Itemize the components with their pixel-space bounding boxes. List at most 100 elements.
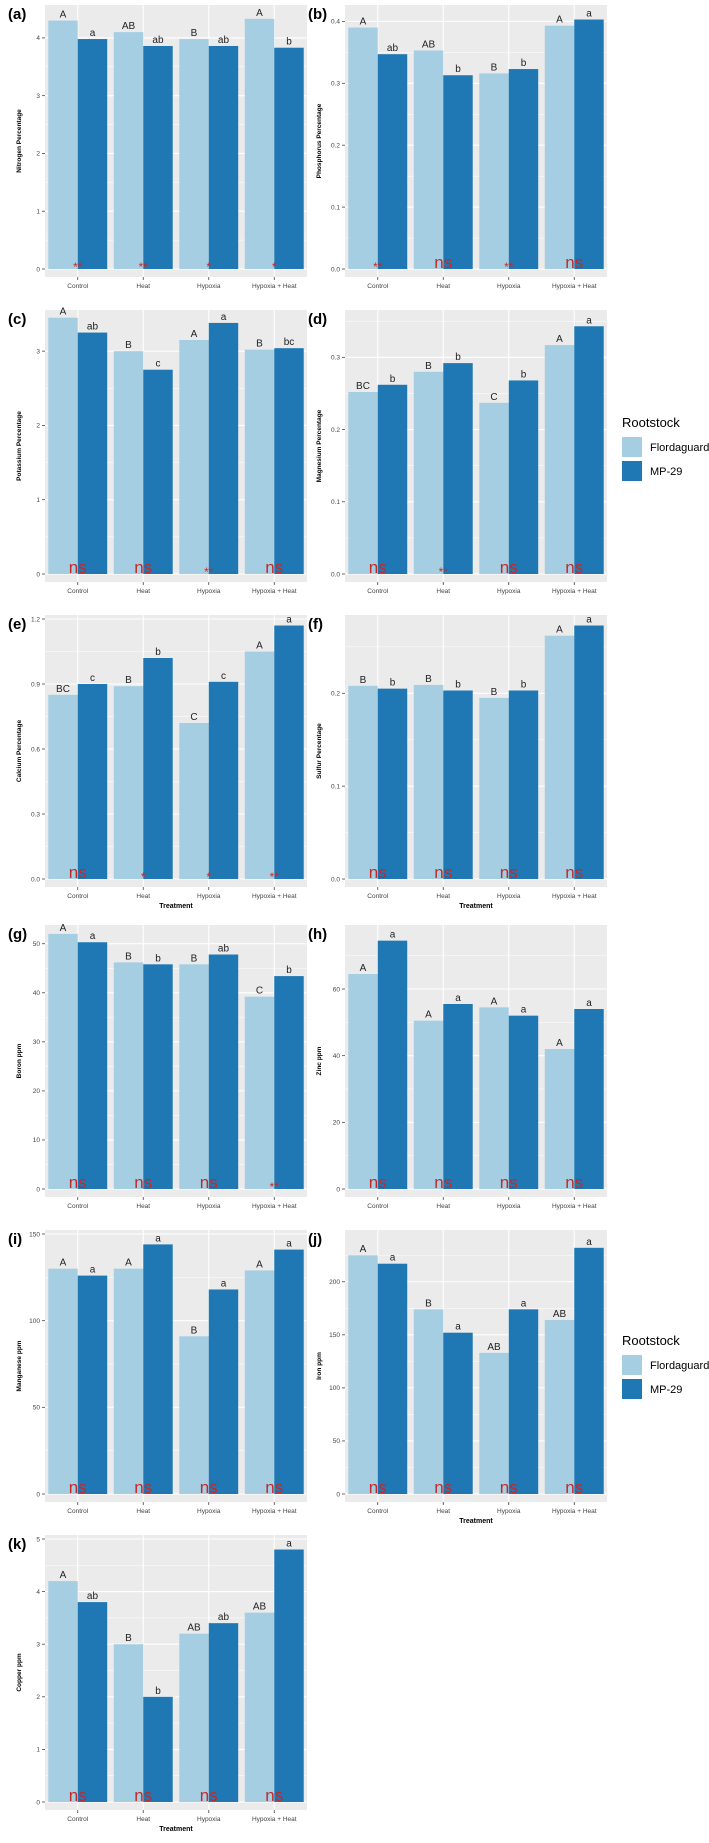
panel-label: (g): [8, 926, 27, 943]
y-tick-label: 0.2: [331, 142, 340, 149]
bar-flordaguard: [413, 50, 444, 269]
bar-mp29: [443, 363, 473, 574]
panel-label: (a): [8, 6, 26, 23]
bar-flordaguard: [244, 996, 275, 1189]
bar-mp29: [508, 380, 539, 574]
significance-mark: ns: [265, 558, 283, 577]
bar-flordaguard: [413, 684, 444, 879]
bar-flordaguard: [244, 18, 275, 270]
x-tick-label: Hypoxia + Heat: [252, 283, 297, 290]
y-tick-label: 2: [36, 1694, 40, 1701]
group-letter: AB: [422, 39, 436, 50]
x-tick-label: Control: [367, 1203, 389, 1210]
x-tick-label: Hypoxia: [197, 893, 221, 900]
significance-mark: ns: [200, 1478, 218, 1497]
significance-mark: ns: [69, 1786, 87, 1805]
bar-flordaguard: [348, 392, 378, 574]
significance-mark: ns: [369, 1173, 387, 1192]
group-letter: a: [455, 993, 461, 1004]
significance-mark: ns: [434, 863, 452, 882]
group-letter: a: [586, 9, 592, 20]
group-letter: C: [256, 986, 263, 997]
y-tick-label: 0.9: [31, 681, 40, 688]
group-letter: A: [191, 329, 198, 340]
chart-b: 0.0 0.1 0.2 0.3 0.4 Phosphorus Percentage (b) A…: [308, 5, 607, 290]
group-letter: A: [256, 8, 263, 19]
group-letter: A: [256, 1259, 263, 1270]
group-letter: b: [521, 58, 527, 69]
panel-label: (b): [308, 6, 327, 23]
legend-swatch: [622, 437, 642, 457]
x-tick-label: Heat: [436, 1203, 450, 1210]
chart-f: 0.0 0.1 0.2 Sulfur Percentage (f) B b ns Control…: [308, 615, 607, 910]
bar-mp29: [77, 684, 108, 879]
x-tick-label: Hypoxia + Heat: [552, 588, 597, 595]
y-tick-label: 0.0: [331, 266, 340, 273]
panel-label: (i): [8, 1231, 22, 1248]
chart-j: 0 50 100 150 200 Iron ppm (j) Aa ns Control Ba ns He…: [308, 1230, 607, 1525]
bar-mp29: [77, 1275, 108, 1494]
bar-flordaguard: [244, 651, 275, 879]
bar-flordaguard: [48, 1581, 78, 1802]
bar-mp29: [274, 1249, 304, 1494]
x-tick-label: Hypoxia: [497, 283, 521, 290]
significance-mark: *: [141, 870, 146, 884]
bar-flordaguard: [113, 1644, 144, 1802]
y-tick-label: 20: [333, 1120, 341, 1127]
bar-mp29: [143, 658, 173, 879]
group-letter: a: [286, 615, 292, 626]
significance-mark: ns: [565, 1478, 583, 1497]
y-tick-label: 0.1: [331, 204, 340, 211]
group-letter: a: [586, 615, 592, 626]
bar-flordaguard: [348, 974, 378, 1189]
bar-mp29: [143, 964, 173, 1189]
significance-mark: ns: [69, 863, 87, 882]
bar-mp29: [574, 625, 604, 879]
bar-flordaguard: [348, 1255, 378, 1494]
significance-mark: ns: [200, 1786, 218, 1805]
group-letter: A: [425, 1010, 432, 1021]
x-tick-label: Control: [67, 588, 89, 595]
legend-1: Rootstock Flordaguard MP-29: [622, 415, 709, 481]
legend-entry: MP-29: [650, 1384, 682, 1396]
bar-flordaguard: [244, 349, 275, 574]
bar-flordaguard: [544, 635, 575, 879]
bar-mp29: [143, 45, 173, 269]
bar-flordaguard: [113, 32, 144, 269]
chart-k: 0 1 2 3 4 5 Copper ppm (k) Aab ns Control Bb ns Heat A…: [8, 1535, 307, 1833]
bar-flordaguard: [348, 27, 378, 270]
bar-flordaguard: [113, 351, 144, 574]
bar-flordaguard: [348, 685, 378, 879]
significance-mark: ns: [434, 253, 452, 272]
y-tick-label: 0.0: [331, 571, 340, 578]
y-axis-label: Boron ppm: [16, 1043, 23, 1078]
group-letter: bc: [284, 337, 295, 348]
y-tick-label: 1: [36, 209, 40, 216]
group-letter: B: [191, 953, 198, 964]
group-letter: c: [155, 359, 160, 370]
bar-mp29: [377, 54, 408, 269]
bar-mp29: [574, 326, 604, 574]
bar-flordaguard: [48, 317, 78, 574]
group-letter: C: [190, 712, 197, 723]
group-letter: b: [455, 352, 461, 363]
y-tick-label: 2: [36, 151, 40, 158]
group-letter: B: [491, 62, 498, 73]
bar-mp29: [443, 690, 473, 879]
legend-title: Rootstock: [622, 415, 680, 430]
significance-mark: ns: [565, 1173, 583, 1192]
bar-flordaguard: [179, 1633, 209, 1802]
legend-title: Rootstock: [622, 1333, 680, 1348]
x-tick-label: Heat: [136, 283, 150, 290]
chart-i: 0 50 100 150 Manganese ppm (i) Aa ns Control Aa ns…: [8, 1230, 307, 1515]
chart-h: 0 20 40 60 Zinc ppm (h) Aa ns Control Aa ns Heat Aa n…: [308, 925, 607, 1210]
bar-mp29: [274, 47, 304, 269]
bar-mp29: [274, 976, 304, 1189]
group-letter: a: [390, 1253, 396, 1264]
group-letter: a: [90, 1265, 96, 1276]
x-tick-label: Hypoxia + Heat: [252, 1816, 297, 1823]
x-tick-label: Control: [367, 283, 389, 290]
group-letter: B: [425, 674, 432, 685]
